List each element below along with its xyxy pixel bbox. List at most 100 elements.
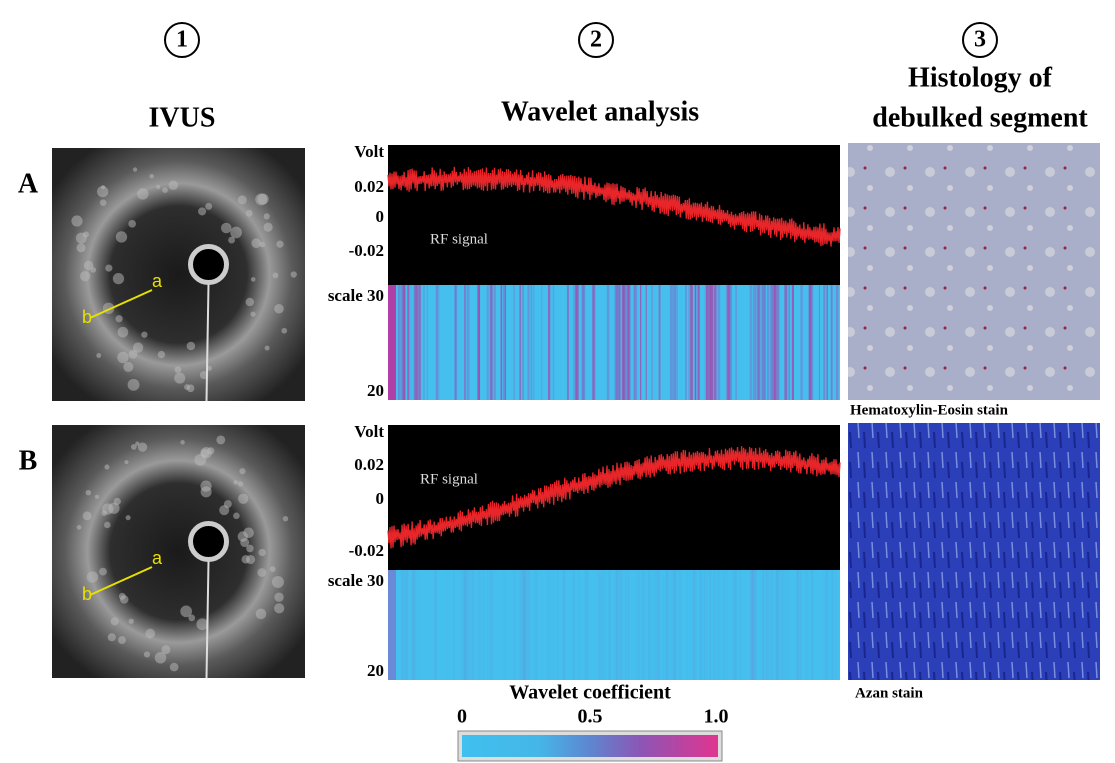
column-number: 3 <box>974 27 986 53</box>
ivus-speckle <box>104 464 109 469</box>
scale-bottom: 20 <box>367 661 384 680</box>
row-label: A <box>18 168 39 199</box>
ivus-speckle <box>256 609 267 620</box>
wavelet-edge <box>388 570 396 680</box>
ivus-speckle <box>239 468 245 474</box>
wavelet-edge <box>388 285 396 400</box>
ivus-speckle <box>238 481 243 486</box>
rf-panel <box>388 425 840 570</box>
ivus-speckle <box>230 227 242 239</box>
ivus-speckle <box>83 511 92 520</box>
measure-mark: a <box>152 548 163 568</box>
ivus-speckle <box>133 342 143 352</box>
ivus-speckle <box>96 353 101 358</box>
ivus-speckle <box>251 277 256 282</box>
histology-image <box>848 423 1100 680</box>
ivus-speckle <box>281 328 287 334</box>
ivus-speckle <box>111 617 119 625</box>
figure: 1 IVUS 2 Wavelet analysis 3 Histology of… <box>0 0 1115 763</box>
ivus-speckle <box>283 516 288 521</box>
ivus-speckle <box>86 490 92 496</box>
ivus-speckle <box>129 619 134 624</box>
column-number: 2 <box>590 27 602 53</box>
ivus-speckle <box>174 373 185 384</box>
column-title: IVUS <box>149 102 216 133</box>
ivus-speckle <box>274 304 284 314</box>
ivus-speckle <box>219 505 229 515</box>
ivus-speckle <box>257 568 266 577</box>
ivus-speckle <box>77 525 82 530</box>
ivus-speckle <box>137 188 148 199</box>
ivus-speckle <box>243 527 254 538</box>
ivus-speckle <box>238 195 247 204</box>
ivus-speckle <box>221 223 232 234</box>
ivus-speckle <box>124 460 128 464</box>
ivus-speckle <box>97 186 108 197</box>
ivus-speckle <box>250 311 255 316</box>
ivus-speckle <box>108 503 119 514</box>
volt-label: Volt <box>354 422 384 441</box>
ivus-speckle <box>162 187 168 193</box>
column-title: Wavelet analysis <box>501 96 699 127</box>
ivus-speckle <box>100 199 107 206</box>
volt-tick: -0.02 <box>349 241 384 260</box>
ivus-speckle <box>175 366 182 373</box>
ivus-speckle <box>180 440 185 445</box>
volt-tick: 0 <box>376 489 385 508</box>
ivus-speckle <box>207 447 214 454</box>
stain-label: Azan stain <box>855 685 924 701</box>
ivus-speckle <box>119 593 126 600</box>
ivus-speckle <box>87 571 98 582</box>
volt-tick: 0 <box>376 207 385 226</box>
colorbar-title: Wavelet coefficient <box>509 682 671 704</box>
ivus-speckle <box>270 566 276 572</box>
volt-tick: 0.02 <box>354 177 384 196</box>
ivus-speckle <box>118 636 126 644</box>
ivus-speckle <box>104 522 111 529</box>
ivus-speckle <box>233 512 240 519</box>
scale-bottom: 20 <box>367 381 384 400</box>
rf-label: RF signal <box>430 231 488 247</box>
rows: AabRF signalVolt0.020-0.02scale 3020Hema… <box>18 142 1100 702</box>
ivus-speckle <box>258 549 265 556</box>
ivus-speckle <box>71 215 82 226</box>
ivus-speckle <box>105 264 112 271</box>
ivus-speckle <box>99 568 107 576</box>
ivus-speckle <box>141 331 147 337</box>
scale-top: scale 30 <box>328 286 384 305</box>
ivus-speckle <box>272 576 284 588</box>
ivus-speckle <box>251 238 261 248</box>
colorbar-tick: 0 <box>457 706 467 728</box>
measure-mark: b <box>82 307 92 327</box>
colorbar-tick: 0.5 <box>578 706 603 728</box>
ivus-speckle <box>158 351 165 358</box>
ivus-speckle <box>273 273 279 279</box>
volt-tick: -0.02 <box>349 541 384 560</box>
ivus-speckle <box>180 605 192 617</box>
ivus-speckle <box>255 193 267 205</box>
ivus-speckle <box>169 181 179 191</box>
ivus-speckle <box>118 327 129 338</box>
ivus-speckle <box>126 515 131 520</box>
ivus-speckle <box>276 241 283 248</box>
ivus-speckle <box>113 273 124 284</box>
ivus-speckle <box>274 593 283 602</box>
ivus-speckle <box>145 629 155 639</box>
ivus-speckle <box>238 494 248 504</box>
ivus-speckle <box>291 271 297 277</box>
volt-tick: 0.02 <box>354 455 384 474</box>
ivus-speckle <box>246 555 255 564</box>
ivus-speckle <box>76 243 85 252</box>
rf-label: RF signal <box>420 471 478 487</box>
ivus-speckle <box>83 231 89 237</box>
ivus-speckle <box>274 603 284 613</box>
ivus-speckle <box>156 185 160 189</box>
ivus-speckle <box>128 220 136 228</box>
measure-mark: b <box>82 584 92 604</box>
ivus-speckle <box>128 379 140 391</box>
column-title: Histology of <box>908 62 1053 93</box>
ivus-image <box>52 425 305 678</box>
ivus-speckle <box>108 633 116 641</box>
ivus-speckle <box>240 538 249 547</box>
